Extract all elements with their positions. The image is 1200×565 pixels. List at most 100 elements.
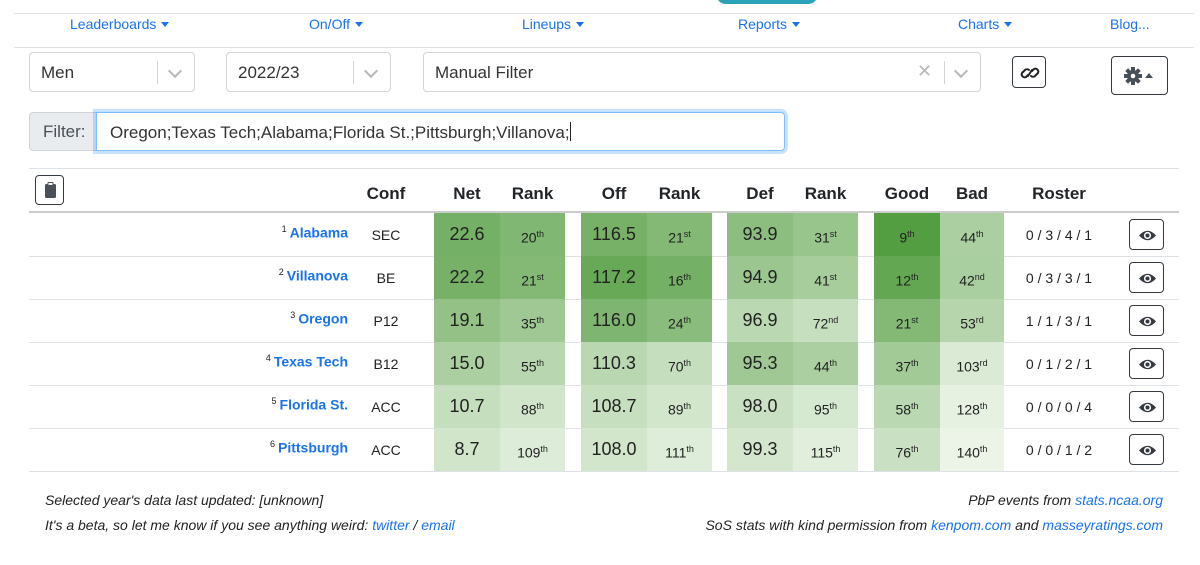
roster-cell: 0 / 1 / 2 / 1 <box>1025 356 1093 372</box>
rank-number: 44 <box>813 358 830 375</box>
season-select[interactable]: 2022/23 <box>226 52 391 92</box>
nav-blog[interactable]: Blog... <box>1110 16 1150 32</box>
nav-label: On/Off <box>309 16 350 32</box>
footer-pbp: PbP events from stats.ncaa.org <box>968 492 1163 508</box>
footer-beta: It's a beta, so let me know if you see a… <box>45 517 455 533</box>
twitter-link[interactable]: twitter <box>372 517 410 533</box>
off-rank-cell: 24th <box>647 299 712 342</box>
header-off-rank: Rank <box>658 184 701 203</box>
bad-rank-cell: 140th <box>940 428 1004 471</box>
rank-number: 128 <box>956 401 980 418</box>
stats-ncaa-link[interactable]: stats.ncaa.org <box>1075 492 1163 508</box>
roster-cell: 1 / 1 / 3 / 1 <box>1025 313 1093 329</box>
rank-suffix: st <box>829 229 837 239</box>
rank-number: 21 <box>895 315 912 332</box>
rank-number: 140 <box>956 444 980 461</box>
chevron-down-icon[interactable] <box>167 63 183 79</box>
net-rank-cell: 21st <box>500 256 565 299</box>
rank-number: 58 <box>895 401 912 418</box>
clipboard-button[interactable] <box>35 175 64 205</box>
view-team-button[interactable] <box>1129 434 1164 465</box>
rank-suffix: th <box>683 315 692 325</box>
chevron-down-icon[interactable] <box>363 63 379 79</box>
team-link[interactable]: Oregon <box>298 310 348 327</box>
team-link[interactable]: Texas Tech <box>273 353 348 370</box>
rank-number: 31 <box>814 229 830 246</box>
eye-icon <box>1139 402 1156 413</box>
team-link[interactable]: Pittsburgh <box>278 439 348 456</box>
conference-cell: B12 <box>373 356 399 372</box>
rank-suffix: th <box>979 401 988 411</box>
caret-up-icon <box>1145 73 1153 78</box>
footer-separator: / <box>413 517 418 533</box>
settings-button[interactable] <box>1111 56 1168 95</box>
rank-number: 41 <box>814 272 830 289</box>
view-team-button[interactable] <box>1129 219 1164 250</box>
def-rank-cell: 44th <box>793 342 858 385</box>
kenpom-link[interactable]: kenpom.com <box>931 517 1012 533</box>
bad-rank-cell: 103rd <box>940 342 1004 385</box>
link-icon <box>1020 67 1040 79</box>
rank-suffix: rd <box>979 358 988 368</box>
view-team-button[interactable] <box>1129 305 1164 336</box>
rank-suffix: th <box>979 444 988 454</box>
chevron-down-icon[interactable] <box>953 63 969 79</box>
team-cell: 3 Oregon <box>290 310 348 327</box>
rank-suffix: th <box>911 444 919 454</box>
header-def: Def <box>746 184 774 203</box>
net-rank-cell: 88th <box>500 385 565 428</box>
footer-sos: SoS stats with kind permission from kenp… <box>705 517 1163 533</box>
seed-number: 1 <box>281 224 287 234</box>
nav-leaderboards[interactable]: Leaderboards <box>70 16 170 32</box>
net-rank-cell: 109th <box>500 428 565 471</box>
net-value-cell: 22.2 <box>434 256 500 299</box>
gear-icon <box>1124 67 1153 85</box>
view-team-button[interactable] <box>1129 262 1164 293</box>
nav-on-off[interactable]: On/Off <box>309 16 363 32</box>
off-value-cell: 116.5 <box>581 213 647 256</box>
team-cell: 2 Villanova <box>279 267 348 284</box>
caret-down-icon <box>1004 22 1013 27</box>
bad-rank-cell: 44th <box>940 213 1004 256</box>
caret-down-icon <box>354 22 363 27</box>
email-link[interactable]: email <box>421 517 455 533</box>
def-value-cell: 93.9 <box>727 213 793 256</box>
select-separator <box>353 61 354 84</box>
net-value-cell: 19.1 <box>434 299 500 342</box>
def-value-cell: 98.0 <box>727 385 793 428</box>
rank-suffix: nd <box>974 272 985 282</box>
massey-link[interactable]: masseyratings.com <box>1042 517 1163 533</box>
view-team-button[interactable] <box>1129 348 1164 379</box>
net-value-cell: 15.0 <box>434 342 500 385</box>
view-team-button[interactable] <box>1129 391 1164 422</box>
conference-cell: SEC <box>371 227 401 243</box>
conference-cell: ACC <box>371 399 401 415</box>
rank-suffix: th <box>832 444 841 454</box>
rank-suffix: th <box>536 358 545 368</box>
footer-sos-text: SoS stats with kind permission from <box>705 517 928 533</box>
def-rank-cell: 72nd <box>793 299 858 342</box>
filter-input-text: Oregon;Texas Tech;Alabama;Florida St.;Pi… <box>110 123 570 142</box>
rank-number: 12 <box>895 272 912 289</box>
nav-lineups[interactable]: Lineups <box>522 16 585 32</box>
nav-charts[interactable]: Charts <box>958 16 1013 32</box>
off-rank-cell: 111th <box>647 428 712 471</box>
team-cell: 6 Pittsburgh <box>270 439 348 456</box>
filter-input[interactable]: Oregon;Texas Tech;Alabama;Florida St.;Pi… <box>96 112 785 151</box>
def-value-cell: 96.9 <box>727 299 793 342</box>
roster-cell: 0 / 0 / 0 / 4 <box>1025 399 1093 415</box>
footer-pbp-text: PbP events from <box>968 492 1072 508</box>
clear-icon[interactable]: ✕ <box>917 61 933 81</box>
divider <box>29 168 1179 169</box>
seed-number: 4 <box>265 353 271 363</box>
team-link[interactable]: Villanova <box>286 267 348 284</box>
select-separator <box>944 61 945 84</box>
team-link[interactable]: Florida St. <box>279 396 348 413</box>
nav-reports[interactable]: Reports <box>738 16 801 32</box>
def-value-cell: 99.3 <box>727 428 793 471</box>
gender-select[interactable]: Men <box>29 52 195 92</box>
filter-mode-select[interactable]: Manual Filter ✕ <box>423 52 981 92</box>
rank-number: 42 <box>959 272 975 289</box>
copy-link-button[interactable] <box>1012 56 1046 88</box>
team-link[interactable]: Alabama <box>289 224 348 241</box>
